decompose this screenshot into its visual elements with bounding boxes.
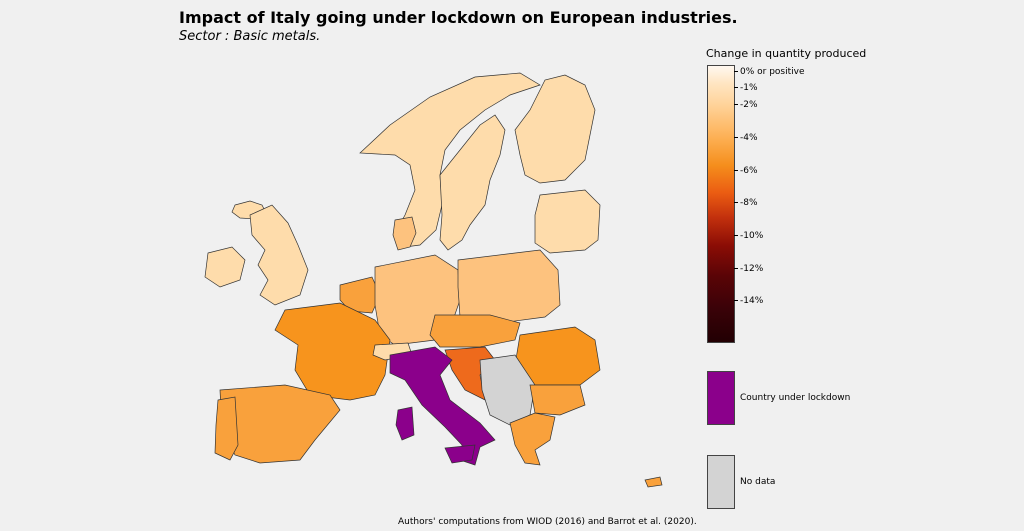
legend-title: Change in quantity produced xyxy=(706,47,867,60)
country-sardinia xyxy=(395,406,415,441)
no-data-swatch xyxy=(707,455,735,509)
tick-label: -14% xyxy=(734,296,763,306)
country-france xyxy=(274,302,391,401)
colorbar xyxy=(707,65,735,343)
tick-label: -1% xyxy=(734,83,758,93)
country-baltics xyxy=(534,189,601,254)
tick-label: -10% xyxy=(734,231,763,241)
country-bulgaria xyxy=(529,384,586,416)
country-denmark xyxy=(392,216,417,251)
lockdown-swatch xyxy=(707,371,735,425)
source-note: Authors' computations from WIOD (2016) a… xyxy=(398,517,697,527)
europe-map xyxy=(204,72,663,488)
no-data-label: No data xyxy=(740,477,776,487)
tick-label: -4% xyxy=(734,133,758,143)
lockdown-label: Country under lockdown xyxy=(740,393,851,403)
country-cyprus xyxy=(644,476,663,488)
tick-label: -12% xyxy=(734,264,763,274)
tick-label: -8% xyxy=(734,198,758,208)
country-uk xyxy=(249,204,309,306)
map-title: Impact of Italy going under lockdown on … xyxy=(179,8,738,27)
country-greece xyxy=(509,412,556,466)
country-czech-austria xyxy=(429,314,521,348)
tick-label: -2% xyxy=(734,100,758,110)
country-sicily xyxy=(444,444,476,464)
tick-label: -6% xyxy=(734,166,758,176)
country-spain xyxy=(219,384,341,464)
country-poland xyxy=(457,249,561,324)
country-ireland xyxy=(204,246,246,288)
country-sweden xyxy=(439,114,506,251)
country-portugal xyxy=(214,396,239,461)
country-finland xyxy=(514,74,596,184)
tick-label: 0% or positive xyxy=(734,67,805,77)
country-benelux xyxy=(339,276,381,314)
map-subtitle: Sector : Basic metals. xyxy=(179,29,321,44)
country-italy-lockdown xyxy=(389,346,496,466)
